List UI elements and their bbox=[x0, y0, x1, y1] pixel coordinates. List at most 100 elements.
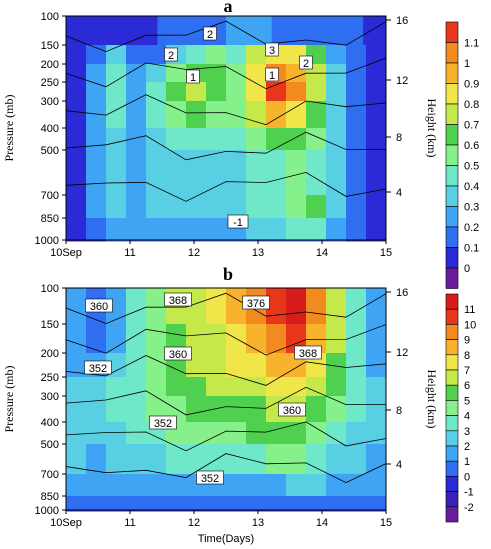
heatmap-cell bbox=[126, 45, 147, 65]
heatmap-cell bbox=[286, 496, 307, 511]
colorbar-swatch bbox=[445, 415, 459, 432]
colorbar-swatch bbox=[445, 506, 459, 523]
height-tick-label: 16 bbox=[396, 15, 408, 27]
heatmap-cell bbox=[206, 101, 227, 129]
contour-label: 352 bbox=[149, 415, 177, 430]
heatmap-cell bbox=[206, 396, 227, 423]
x-tick-label: 14 bbox=[316, 247, 328, 259]
height-tick-label: 4 bbox=[396, 187, 402, 199]
heatmap-cell bbox=[186, 396, 207, 423]
heatmap-cell bbox=[226, 396, 247, 423]
heatmap-cell bbox=[346, 150, 367, 196]
heatmap-cell bbox=[366, 474, 387, 497]
heatmap-cell bbox=[206, 496, 227, 511]
heatmap-cell bbox=[266, 496, 287, 511]
colorbar-label: 6 bbox=[464, 380, 470, 392]
heatmap-cell bbox=[166, 444, 187, 475]
pressure-tick-label: 500 bbox=[41, 439, 59, 451]
contour-line bbox=[65, 292, 387, 325]
colorbar-label: 0.6 bbox=[464, 140, 479, 152]
colorbar-label: 5 bbox=[464, 395, 470, 407]
heatmap-cell bbox=[246, 101, 267, 129]
heatmap-cell bbox=[166, 240, 187, 242]
svg-text:1: 1 bbox=[190, 72, 196, 84]
heatmap-cell bbox=[246, 474, 267, 497]
heatmap-cell bbox=[66, 195, 87, 219]
heatmap-cell bbox=[134, 16, 158, 46]
heatmap-cell bbox=[346, 510, 367, 512]
heatmap-cell bbox=[126, 324, 147, 354]
heatmap-cell bbox=[206, 218, 227, 241]
colorbar-swatch bbox=[445, 476, 459, 492]
heatmap-cell bbox=[246, 444, 267, 475]
heatmap-cell bbox=[126, 150, 147, 196]
heatmap-cell bbox=[326, 444, 347, 475]
heatmap-cell bbox=[146, 377, 167, 397]
colorbar-label: 10 bbox=[464, 319, 476, 331]
pressure-tick-label: 400 bbox=[41, 123, 59, 135]
panel-b-pressure-ticks: 100 150 200 250 300 400 500 700 850 1000 bbox=[35, 283, 66, 517]
colorbar-label: 0.5 bbox=[464, 161, 479, 173]
pressure-tick-label: 850 bbox=[41, 213, 59, 225]
heatmap-cell bbox=[346, 288, 367, 325]
heatmap-cell bbox=[106, 240, 127, 242]
heatmap-cell bbox=[326, 496, 347, 511]
heatmap-cell bbox=[246, 45, 267, 65]
heatmap-cell bbox=[266, 240, 287, 242]
heatmap-cell bbox=[246, 496, 267, 511]
heatmap-cell bbox=[306, 496, 327, 511]
x-tick-label: 13 bbox=[252, 517, 264, 529]
heatmap-cell bbox=[66, 288, 87, 325]
heatmap-cell bbox=[266, 444, 287, 475]
heatmap-cell bbox=[186, 218, 207, 241]
heatmap-cell bbox=[346, 128, 367, 151]
heatmap-cell bbox=[126, 444, 147, 475]
heatmap-cell bbox=[246, 218, 267, 241]
heatmap-cell bbox=[286, 377, 307, 397]
heatmap-cell bbox=[366, 496, 387, 511]
heatmap-cell bbox=[106, 474, 127, 497]
colorbar-swatch bbox=[445, 267, 459, 289]
svg-text:352: 352 bbox=[201, 473, 219, 485]
heatmap-cell bbox=[366, 218, 387, 241]
heatmap-cell bbox=[66, 82, 87, 102]
heatmap-cell bbox=[126, 288, 147, 325]
heatmap-cell bbox=[346, 396, 367, 423]
heatmap-cell bbox=[66, 64, 87, 83]
heatmap-cell bbox=[206, 195, 227, 219]
heatmap-cell bbox=[146, 128, 167, 151]
panel-a-heatmap bbox=[66, 16, 387, 242]
heatmap-cell bbox=[286, 288, 307, 325]
colorbar-swatch bbox=[445, 430, 459, 447]
heatmap-cell bbox=[286, 150, 307, 196]
heatmap-cell bbox=[326, 353, 347, 378]
pressure-tick-label: 1000 bbox=[35, 505, 59, 517]
heatmap-cell bbox=[366, 82, 387, 102]
contour-label: 368 bbox=[164, 292, 192, 307]
heatmap-cell bbox=[306, 444, 327, 475]
colorbar-label: 1 bbox=[464, 456, 470, 468]
heatmap-cell bbox=[206, 353, 227, 378]
colorbar-label: 0.8 bbox=[464, 99, 479, 111]
heatmap-cell bbox=[306, 288, 327, 325]
colorbar-swatch bbox=[445, 460, 459, 477]
heatmap-cell bbox=[106, 218, 127, 241]
contour-line bbox=[65, 94, 387, 126]
contour-label: 1 bbox=[186, 69, 200, 84]
heatmap-cell bbox=[206, 64, 227, 83]
height-tick-label: 8 bbox=[396, 132, 402, 144]
panel-b-heatmap bbox=[66, 288, 387, 512]
heatmap-cell bbox=[226, 240, 247, 242]
heatmap-cell bbox=[226, 16, 250, 46]
colorbar-label: 0.2 bbox=[464, 222, 479, 234]
heatmap-cell bbox=[111, 16, 136, 46]
panel-b-contours: 360 368 376 360 368 352 360 352 352 bbox=[65, 292, 387, 485]
heatmap-cell bbox=[286, 195, 307, 219]
x-tick-label: 14 bbox=[316, 517, 328, 529]
x-tick-label: 12 bbox=[188, 247, 200, 259]
heatmap-cell bbox=[326, 324, 347, 354]
colorbar-swatch bbox=[445, 384, 459, 401]
heatmap-cell bbox=[366, 377, 387, 397]
heatmap-cell bbox=[126, 64, 147, 83]
panel-b-y2label: Height (km) bbox=[425, 370, 439, 429]
